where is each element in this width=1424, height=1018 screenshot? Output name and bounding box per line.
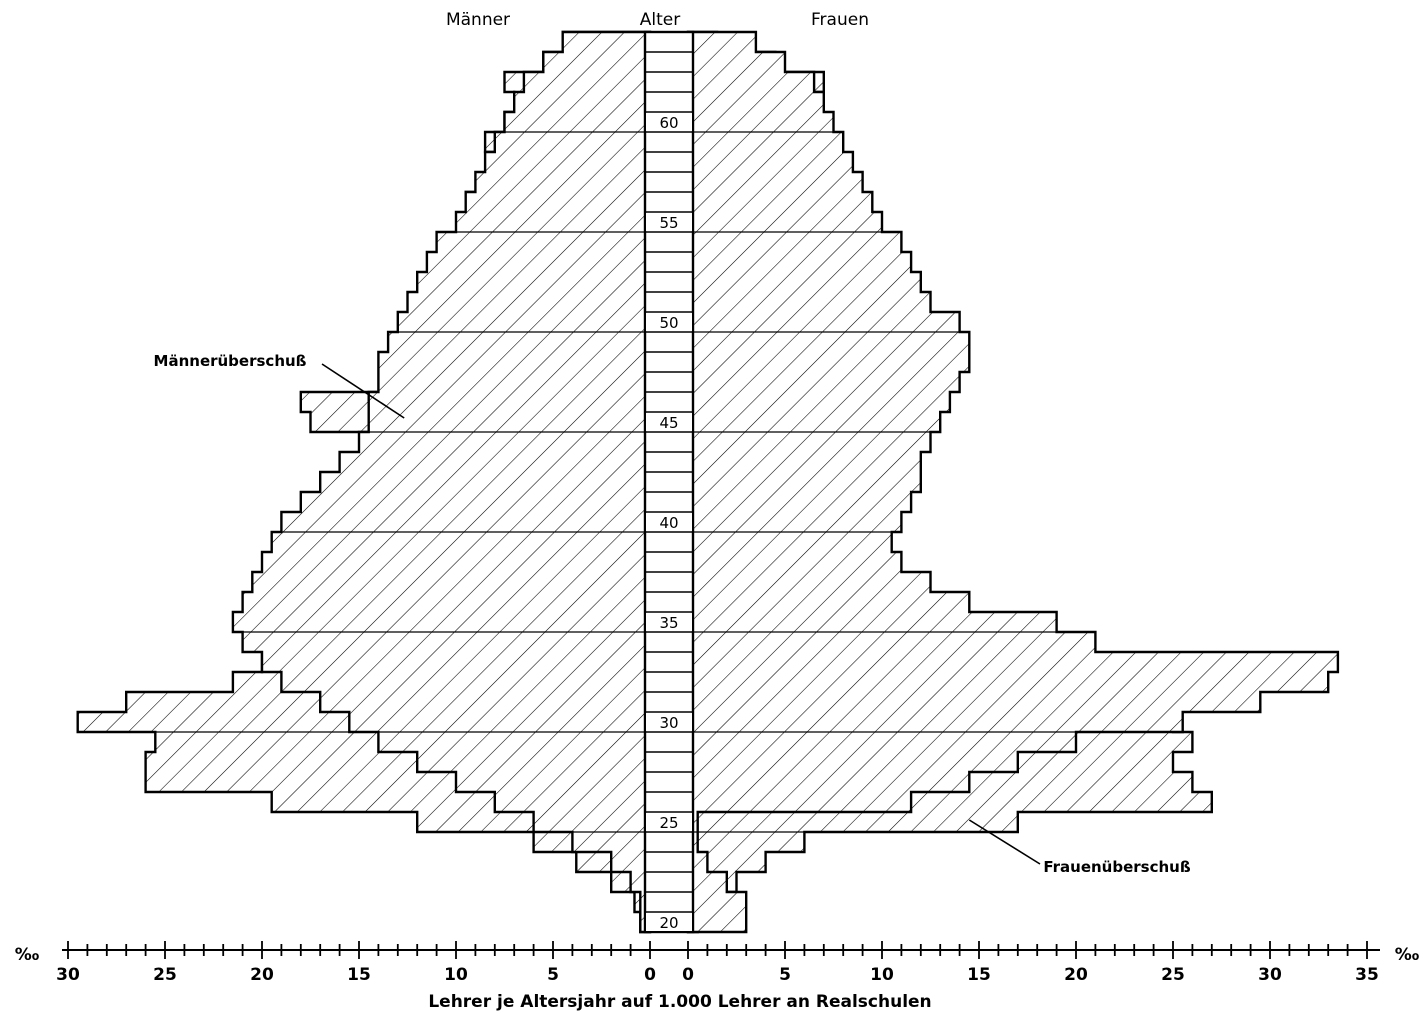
female-series-2 bbox=[686, 30, 1340, 934]
male-tick-label-20: 20 bbox=[250, 965, 274, 985]
age-label-30: 30 bbox=[659, 714, 678, 732]
unit-left: ‰ bbox=[15, 945, 40, 965]
age-label-bg-45 bbox=[646, 413, 692, 431]
age-label-45: 45 bbox=[659, 414, 678, 432]
header-maenner: Männer bbox=[446, 10, 510, 30]
age-column-frame bbox=[643, 30, 695, 934]
x-axis-label: Lehrer je Altersjahr auf 1.000 Lehrer an… bbox=[428, 992, 931, 1012]
male-tick-label-25: 25 bbox=[153, 965, 177, 985]
age-label-40: 40 bbox=[659, 514, 678, 532]
header-alter: Alter bbox=[640, 10, 680, 30]
female-tick-label-5: 5 bbox=[779, 965, 791, 985]
age-label-bg-40 bbox=[646, 513, 692, 531]
female-tick-label-15: 15 bbox=[967, 965, 991, 985]
female-tick-label-20: 20 bbox=[1064, 965, 1088, 985]
x-axis: 30 25 20 15 10 5 0 0 5 10 15 20 25 30 35 bbox=[56, 941, 1380, 985]
female-tick-label-35: 35 bbox=[1355, 965, 1379, 985]
female-tick-label-30: 30 bbox=[1258, 965, 1282, 985]
annotation-frauen-leader bbox=[968, 819, 1041, 865]
age-label-bg-55 bbox=[646, 213, 692, 231]
annotation-maenner-leader bbox=[321, 363, 405, 419]
age-label-25: 25 bbox=[659, 814, 678, 832]
age-label-bg-50 bbox=[646, 313, 692, 331]
unit-right: ‰ bbox=[1395, 945, 1420, 965]
male-series-2-area bbox=[231, 30, 652, 934]
age-label-bg-20 bbox=[646, 913, 692, 931]
male-tick-label-10: 10 bbox=[444, 965, 468, 985]
age-label-50: 50 bbox=[659, 314, 678, 332]
female-tick-label-10: 10 bbox=[870, 965, 894, 985]
annotation-frauen-label: Frauenüberschuß bbox=[1043, 858, 1191, 876]
age-label-35: 35 bbox=[659, 614, 678, 632]
male-series-2 bbox=[231, 30, 652, 934]
male-tick-label-5: 5 bbox=[547, 965, 559, 985]
age-column: 20 25 30 35 40 45 50 55 60 bbox=[643, 30, 695, 934]
age-label-bg-35 bbox=[646, 613, 692, 631]
header-frauen: Frauen bbox=[811, 10, 869, 30]
male-tick-label-15: 15 bbox=[347, 965, 371, 985]
female-tick-label-25: 25 bbox=[1161, 965, 1185, 985]
annotation-maenner-label: Männerüberschuß bbox=[154, 352, 307, 370]
age-label-bg-30 bbox=[646, 713, 692, 731]
age-label-55: 55 bbox=[659, 214, 678, 232]
male-tick-label-30: 30 bbox=[56, 965, 80, 985]
age-label-20: 20 bbox=[659, 914, 678, 932]
annotations: Männerüberschuß Frauenüberschuß bbox=[154, 352, 1191, 876]
female-tick-label-0: 0 bbox=[682, 965, 694, 985]
male-tick-label-0: 0 bbox=[644, 965, 656, 985]
age-label-bg-25 bbox=[646, 813, 692, 831]
female-series-2-area bbox=[686, 30, 1340, 934]
age-label-bg-60 bbox=[646, 113, 692, 131]
age-label-60: 60 bbox=[659, 114, 678, 132]
